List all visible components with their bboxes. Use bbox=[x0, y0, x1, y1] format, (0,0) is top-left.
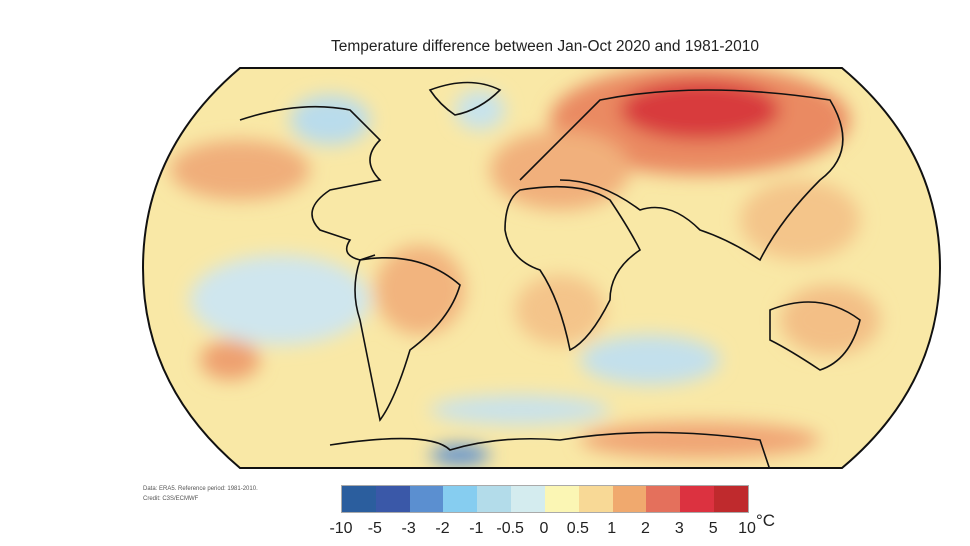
credit-data-line: Data: ERA5. Reference period: 1981-2010. bbox=[143, 486, 258, 492]
colorbar-unit: °C bbox=[756, 511, 776, 530]
colorbar-tick-label: -0.5 bbox=[496, 520, 524, 537]
colorbar-swatch bbox=[342, 486, 376, 512]
colorbar-swatch bbox=[714, 486, 748, 512]
colorbar-tick-label: 2 bbox=[641, 520, 650, 537]
colorbar-tick-label: -1 bbox=[469, 520, 484, 537]
colorbar-tick-label: -2 bbox=[435, 520, 450, 537]
data-credit: Data: ERA5. Reference period: 1981-2010.… bbox=[143, 484, 258, 504]
colorbar-tick-label: 10 bbox=[738, 520, 756, 537]
colorbar-swatch bbox=[511, 486, 545, 512]
credit-source-line: Credit: C3S/ECMWF bbox=[143, 496, 199, 502]
colorbar-swatch bbox=[443, 486, 478, 512]
colorbar-swatch bbox=[578, 486, 613, 512]
coastlines bbox=[239, 81, 861, 468]
colorbar-tick-label: 1 bbox=[607, 520, 617, 537]
colorbar-swatch bbox=[544, 486, 579, 512]
colorbar-tick-label: 3 bbox=[674, 520, 684, 537]
colorbar-swatch bbox=[612, 486, 647, 512]
colorbar-tick-label: -5 bbox=[367, 520, 382, 537]
colorbar bbox=[341, 485, 749, 513]
colorbar-tick-label: -3 bbox=[401, 520, 416, 537]
colorbar-swatch bbox=[680, 486, 715, 512]
colorbar-tick-label: 5 bbox=[708, 520, 718, 537]
colorbar-tick-label: 0.5 bbox=[566, 520, 589, 537]
colorbar-swatch bbox=[477, 486, 512, 512]
colorbar-swatch bbox=[375, 486, 410, 512]
colorbar-tick-label: -10 bbox=[329, 520, 353, 537]
colorbar-swatch bbox=[409, 486, 444, 512]
colorbar-swatch bbox=[646, 486, 681, 512]
map-title: Temperature difference between Jan-Oct 2… bbox=[331, 38, 759, 55]
colorbar-tick-label: 0 bbox=[539, 520, 549, 537]
